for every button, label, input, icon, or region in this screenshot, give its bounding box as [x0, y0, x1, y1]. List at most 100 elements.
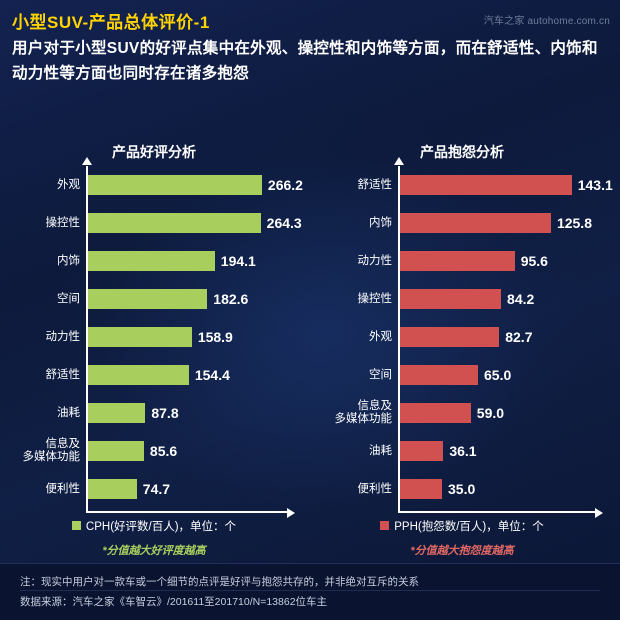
bar-category-label: 操控性: [357, 292, 393, 305]
chart-row: 动力性 95.6: [318, 242, 606, 280]
bar-value-label: 35.0: [448, 481, 476, 497]
right-chart-panel: 产品抱怨分析 舒适性 143.1 内饰 125.8 动力性 95.6 操控性 84.2 外观 82…: [318, 138, 613, 557]
bar: [400, 403, 471, 423]
chart-row: 便利性 35.0: [318, 470, 606, 508]
bar: [400, 365, 478, 385]
bar-category-label: 内饰: [369, 216, 392, 229]
bar: [400, 289, 502, 309]
left-chart-bars: 外观 266.2 操控性 264.3 内饰 194.1 空间 182.6 动力性 158.9 舒适性…: [10, 166, 303, 511]
right-chart-note: *分值越大抱怨度越高: [410, 545, 514, 557]
bar: [400, 213, 551, 233]
bar-category-label: 便利性: [357, 482, 393, 495]
chart-row: 外观 266.2: [10, 166, 303, 204]
bar-category-label: 外观: [57, 178, 80, 191]
chart-row: 操控性 84.2: [318, 280, 606, 318]
bar: [88, 251, 215, 271]
chart-row: 操控性 264.3: [10, 204, 302, 242]
left-chart-panel: 产品好评分析 外观 266.2 操控性 264.3 内饰 194.1 空间 182.6 动力性 1…: [10, 138, 303, 557]
right-legend-label: PPH(抱怨数/百人)，单位：个: [394, 521, 544, 533]
watermark: 汽车之家 autohome.com.cn: [483, 16, 610, 27]
right-chart-legend: PPH(抱怨数/百人)，单位：个: [318, 518, 606, 534]
bar-category-label: 油耗: [369, 444, 392, 457]
page-title: 小型SUV-产品总体评价-1: [12, 13, 210, 32]
chart-row: 信息及 多媒体功能 59.0: [318, 394, 606, 432]
bar-category-label: 外观: [369, 330, 392, 343]
bar-category-label: 信息及 多媒体功能: [334, 400, 393, 425]
chart-row: 空间 65.0: [318, 356, 606, 394]
y-axis-arrow-icon: [82, 157, 92, 165]
bar: [88, 289, 208, 309]
bar-category-label: 舒适性: [45, 368, 81, 381]
footer: 注：现实中用户对一款车或一个细节的点评是好评与抱怨共存的，并非绝对互斥的关系 数…: [0, 563, 620, 620]
bar: [88, 213, 261, 233]
bar-value-label: 158.9: [197, 329, 233, 345]
x-axis-arrow-icon: [595, 508, 603, 518]
chart-row: 内饰 125.8: [318, 204, 606, 242]
footer-divider: [20, 590, 600, 591]
bar-value-label: 84.2: [507, 291, 535, 307]
bar-category-label: 空间: [57, 292, 80, 305]
bar: [400, 251, 515, 271]
chart-row: 内饰 194.1: [10, 242, 298, 280]
bar-category-label: 便利性: [45, 482, 81, 495]
bar-category-label: 内饰: [57, 254, 80, 267]
chart-row: 油耗 36.1: [318, 432, 606, 470]
bar-value-label: 82.7: [505, 329, 533, 345]
bar-value-label: 182.6: [213, 291, 249, 307]
left-legend-swatch: [71, 521, 81, 531]
x-axis-arrow-icon: [287, 508, 295, 518]
bar-value-label: 125.8: [556, 215, 592, 231]
y-axis-arrow-icon: [394, 157, 404, 165]
bar-value-label: 143.1: [577, 177, 613, 193]
bar-value-label: 65.0: [484, 367, 512, 383]
bar-value-label: 59.0: [476, 405, 505, 421]
bar-category-label: 操控性: [45, 216, 81, 229]
bar: [400, 327, 500, 347]
bar-category-label: 动力性: [357, 254, 393, 267]
bar-value-label: 154.4: [194, 367, 230, 383]
footer-note: 注：现实中用户对一款车或一个细节的点评是好评与抱怨共存的，并非绝对互斥的关系: [20, 576, 419, 588]
bar: [400, 441, 444, 461]
bar-value-label: 36.1: [449, 443, 477, 459]
chart-row: 动力性 158.9: [10, 318, 298, 356]
right-chart-axes: [394, 157, 603, 518]
bar: [88, 365, 189, 385]
bar: [400, 479, 442, 499]
bar: [88, 441, 144, 461]
bar-category-label: 动力性: [45, 330, 81, 343]
bar-category-label: 舒适性: [357, 178, 393, 191]
bar-value-label: 95.6: [520, 253, 548, 269]
bar: [88, 403, 146, 423]
left-chart-title: 产品好评分析: [112, 144, 196, 160]
chart-row: 外观 82.7: [318, 318, 606, 356]
bar: [88, 327, 192, 347]
chart-row: 舒适性 143.1: [318, 166, 613, 204]
left-chart-note: *分值越大好评度越高: [102, 545, 206, 557]
chart-row: 舒适性 154.4: [10, 356, 298, 394]
bar-value-label: 74.7: [142, 481, 171, 497]
right-chart-bars: 舒适性 143.1 内饰 125.8 动力性 95.6 操控性 84.2 外观 82.7 空间 65.…: [318, 166, 613, 511]
bar: [88, 175, 262, 195]
bar-category-label: 信息及 多媒体功能: [22, 438, 81, 463]
bar-value-label: 266.2: [267, 177, 303, 193]
subtitle-text: 用户对于小型SUV的好评点集中在外观、操控性和内饰等方面，而在舒适性、内饰和动力…: [12, 40, 598, 82]
bar-category-label: 油耗: [57, 406, 80, 419]
chart-row: 空间 182.6: [10, 280, 298, 318]
left-legend-label: CPH(好评数/百人)，单位：个: [85, 521, 237, 533]
bar-category-label: 空间: [369, 368, 392, 381]
chart-row: 便利性 74.7: [10, 470, 298, 508]
bar-value-label: 264.3: [266, 215, 302, 231]
bar-value-label: 87.8: [151, 405, 179, 421]
footer-source: 数据来源：汽车之家《车智云》/201611至201710/N=13862位车主: [20, 596, 328, 608]
left-chart-axes: [82, 157, 295, 518]
header: 小型SUV-产品总体评价-1 汽车之家 autohome.com.cn: [0, 0, 620, 34]
right-chart-title: 产品抱怨分析: [420, 144, 504, 160]
bar-value-label: 85.6: [149, 443, 178, 459]
chart-row: 油耗 87.8: [10, 394, 298, 432]
chart-row: 信息及 多媒体功能 85.6: [10, 432, 298, 470]
bar-value-label: 194.1: [220, 253, 256, 269]
bar: [88, 479, 137, 499]
bar: [400, 175, 572, 195]
left-chart-legend: CPH(好评数/百人)，单位：个: [10, 518, 298, 534]
right-legend-swatch: [380, 521, 390, 531]
